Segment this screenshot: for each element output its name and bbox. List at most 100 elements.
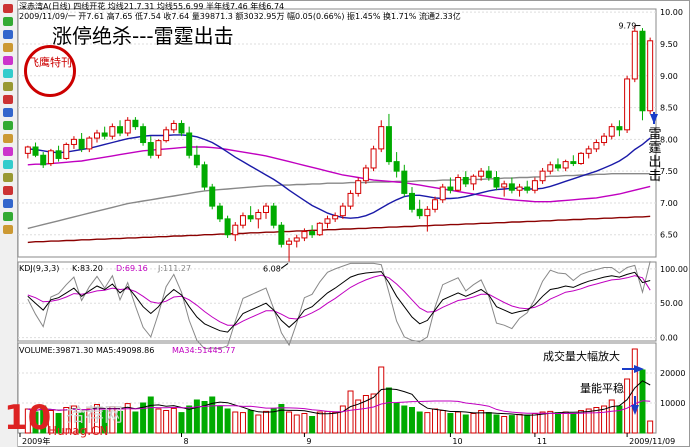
volume-bar-68: [547, 410, 554, 434]
toolbar-help-icon[interactable]: [3, 212, 13, 221]
candle-10: [101, 126, 108, 140]
volume-ma34: MA34:51445.77: [172, 346, 236, 355]
volume-bar-73: [585, 408, 592, 434]
candle-body-6: [70, 138, 77, 145]
kdj-panel: [17, 261, 657, 342]
volume-bar-19: [170, 407, 177, 434]
toolbar-zoom-in-icon[interactable]: [3, 43, 13, 52]
toolbar-f10-icon[interactable]: [3, 173, 13, 182]
candle-5: [63, 142, 70, 160]
volume-bar-61: [493, 414, 500, 434]
candle-74: [593, 139, 600, 153]
ma-half-line: [27, 173, 651, 230]
toolbar-news-icon[interactable]: [3, 186, 13, 195]
toolbar-down-icon[interactable]: [3, 30, 13, 39]
volume-bar-13: [124, 403, 131, 434]
candle-18: [163, 126, 170, 143]
volume-bar-2: [40, 405, 47, 434]
volume-bar-36: [301, 413, 308, 434]
candle-body-57: [462, 177, 469, 185]
candle-body-10: [101, 132, 108, 137]
volume-bar-28: [239, 412, 246, 434]
volume-bar-64: [516, 413, 523, 434]
toolbar-up-icon[interactable]: [3, 17, 13, 26]
candle-body-14: [132, 119, 139, 128]
toolbar-exit-icon[interactable]: [3, 225, 13, 234]
candle-34: [286, 237, 293, 262]
candle-49: [401, 164, 408, 197]
candle-0: [24, 145, 31, 159]
candle-body-21: [186, 132, 193, 156]
annotation-volume-flat: 量能平稳: [580, 382, 624, 395]
candle-body-44: [362, 167, 369, 182]
candle-body-74: [593, 142, 600, 150]
candle-body-41: [339, 205, 346, 217]
volume-bar-29: [247, 410, 254, 434]
candle-71: [570, 155, 577, 167]
candle-64: [516, 183, 523, 197]
toolbar-info-icon[interactable]: [3, 160, 13, 169]
candle-body-78: [624, 78, 631, 131]
candle-body-7: [78, 138, 85, 150]
watermark-site-name: 拾荐网: [66, 404, 124, 426]
candle-body-70: [562, 161, 569, 169]
candle-27: [232, 222, 239, 242]
toolbar-draw-icon[interactable]: [3, 108, 13, 117]
volume-bar-66: [531, 413, 538, 434]
candle-body-81: [647, 40, 654, 112]
candle-8: [86, 136, 93, 153]
price-tick-label-0: 6.50: [660, 231, 678, 240]
candle-body-40: [332, 215, 339, 220]
candle-80: [639, 28, 646, 121]
seal-text: 飞鹰特刊: [28, 56, 72, 69]
volume-bar-54: [439, 410, 446, 434]
candle-16: [147, 136, 154, 159]
volume-bar-20: [178, 412, 185, 434]
volume-bar-65: [524, 414, 531, 434]
volume-bar-41: [339, 405, 346, 434]
toolbar-period-icon[interactable]: [3, 95, 13, 104]
candle-body-24: [209, 186, 216, 207]
toolbar-home-icon[interactable]: [3, 4, 13, 13]
low-label: 6.08: [263, 264, 281, 273]
volume-bar-69: [554, 412, 561, 434]
x-tick-label-1: 8: [184, 437, 189, 446]
candle-body-54: [439, 186, 446, 201]
candle-4: [55, 145, 62, 162]
volume-bar-30: [255, 414, 262, 434]
candle-body-73: [585, 148, 592, 154]
candle-body-66: [531, 180, 538, 191]
volume-bar-70: [562, 411, 569, 434]
volume-bar-47: [385, 387, 392, 434]
toolbar-indicator-icon[interactable]: [3, 82, 13, 91]
volume-bar-18: [163, 410, 170, 434]
toolbar-zoom-out-icon[interactable]: [3, 56, 13, 65]
toolbar-print-icon[interactable]: [3, 147, 13, 156]
candle-body-39: [324, 218, 331, 224]
candle-body-45: [370, 148, 377, 169]
volume-bar-48: [393, 402, 400, 434]
toolbar-settings-icon[interactable]: [3, 199, 13, 208]
candle-body-29: [247, 215, 254, 220]
volume-bar-42: [347, 390, 354, 434]
candle-51: [416, 199, 423, 219]
candle-body-75: [601, 135, 608, 144]
candle-body-12: [117, 126, 124, 134]
toolbar-text-icon[interactable]: [3, 121, 13, 130]
candle-42: [347, 190, 354, 210]
toolbar-line-icon[interactable]: [3, 69, 13, 78]
candle-body-20: [178, 122, 185, 134]
candle-70: [562, 159, 569, 172]
candle-62: [501, 180, 508, 197]
ma-short-line: [27, 134, 651, 219]
toolbar-save-icon[interactable]: [3, 134, 13, 143]
candle-body-22: [193, 154, 200, 166]
candle-21: [186, 126, 193, 159]
candle-38: [316, 222, 323, 237]
candle-52: [424, 206, 431, 232]
volume-bar-5: [63, 407, 70, 434]
candlesticks: [24, 25, 654, 262]
ma-year-line: [27, 215, 651, 244]
volume-bar-39: [324, 410, 331, 434]
